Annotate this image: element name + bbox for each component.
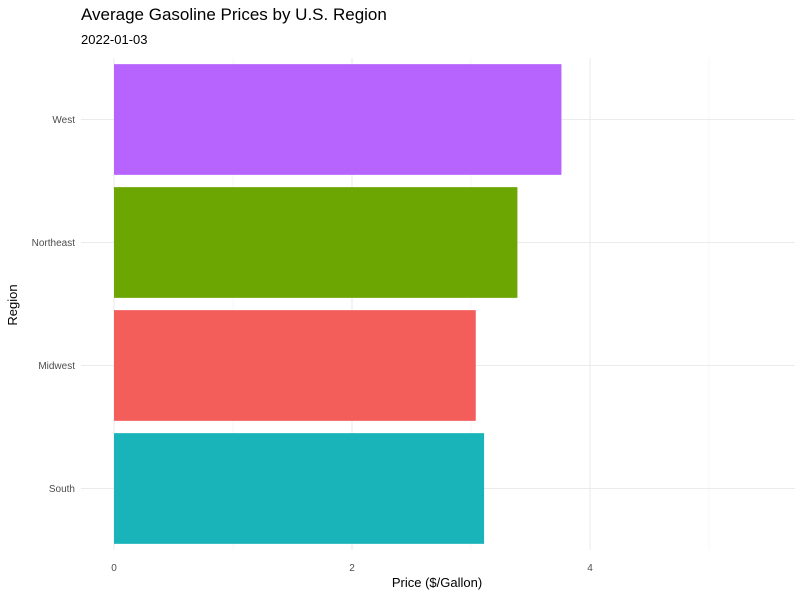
bar-midwest	[114, 310, 476, 421]
x-tick-labels: 0 2 4	[111, 563, 593, 574]
y-tick-label: South	[49, 484, 75, 495]
y-tick-label: Midwest	[38, 361, 75, 372]
y-tick-labels: South Midwest Northeast West	[32, 115, 76, 495]
chart-title: Average Gasoline Prices by U.S. Region	[81, 5, 387, 24]
bar-layer	[114, 64, 562, 544]
y-axis-title: Region	[5, 284, 20, 325]
bar-west	[114, 64, 562, 175]
y-tick-label: West	[52, 115, 75, 126]
x-axis-title: Price ($/Gallon)	[392, 575, 482, 590]
x-tick-label: 4	[587, 563, 593, 574]
bar-northeast	[114, 187, 518, 298]
chart-subtitle: 2022-01-03	[81, 32, 148, 47]
y-tick-label: Northeast	[32, 238, 76, 249]
bar-south	[114, 433, 485, 544]
x-tick-label: 2	[349, 563, 355, 574]
x-tick-label: 0	[111, 563, 117, 574]
